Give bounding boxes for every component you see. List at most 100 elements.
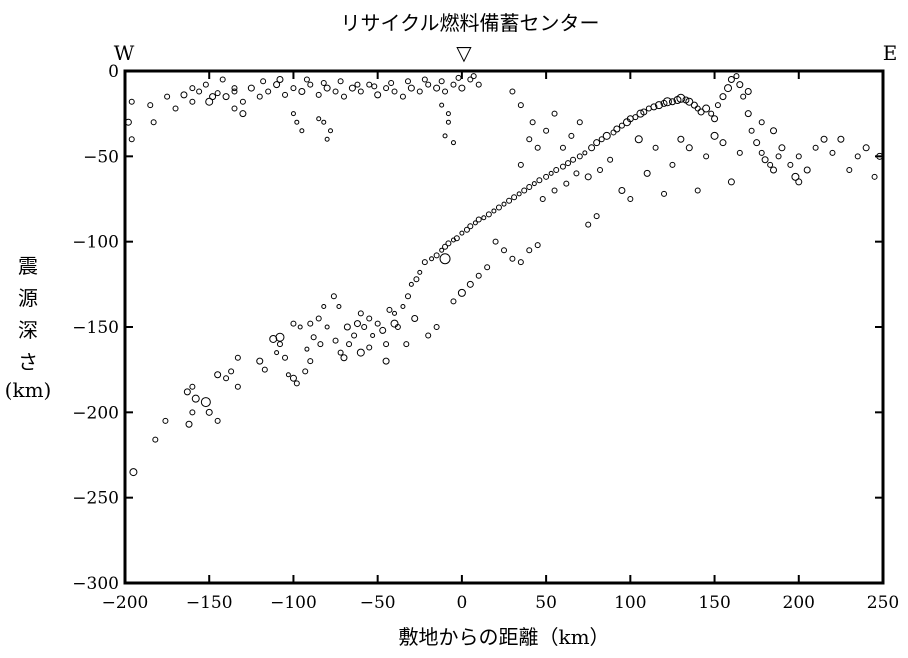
data-point [128, 136, 135, 143]
data-point [501, 247, 507, 254]
data-point [526, 184, 533, 191]
data-point [643, 169, 651, 177]
x-tick-label: 150 [698, 593, 730, 613]
data-point [744, 110, 752, 118]
data-point [366, 81, 373, 88]
data-point [439, 247, 445, 253]
data-point [425, 332, 432, 339]
data-point [618, 122, 625, 129]
data-point [407, 84, 415, 92]
data-point [803, 166, 811, 174]
data-point [324, 136, 330, 142]
data-point [307, 320, 314, 327]
y-axis-label-char: 源 [18, 286, 38, 310]
data-point [736, 149, 743, 156]
data-point [320, 79, 327, 86]
y-tick-label: −150 [72, 318, 119, 338]
data-point [282, 354, 289, 361]
data-point [289, 374, 297, 382]
data-point [733, 73, 740, 80]
data-point [708, 110, 715, 117]
data-point [299, 128, 305, 134]
data-point [719, 139, 727, 147]
data-point [234, 354, 241, 361]
data-point [543, 173, 550, 180]
data-point [185, 420, 193, 428]
data-point [324, 324, 330, 330]
data-point [231, 85, 238, 92]
data-point [196, 88, 203, 95]
data-point [526, 136, 533, 143]
data-point [516, 191, 522, 197]
data-point [690, 101, 698, 109]
data-point [421, 76, 428, 83]
data-point [632, 114, 639, 121]
data-point [391, 88, 398, 95]
data-point [205, 408, 213, 416]
data-point [379, 326, 387, 334]
data-point [485, 211, 492, 218]
data-point [767, 161, 774, 168]
data-point [584, 173, 592, 181]
data-point [445, 119, 451, 125]
data-point [453, 235, 460, 242]
x-tick-label: −150 [186, 593, 233, 613]
data-point [795, 153, 802, 160]
data-point [228, 368, 235, 375]
data-point [180, 91, 188, 99]
data-point [328, 128, 334, 134]
data-point [366, 344, 373, 351]
data-point [330, 293, 337, 300]
east-label: E [883, 41, 898, 65]
data-point [219, 76, 226, 83]
data-point [466, 280, 474, 288]
data-point [450, 298, 457, 305]
data-point [247, 84, 255, 92]
x-tick-label: −50 [360, 593, 396, 613]
data-point [316, 116, 322, 122]
data-point [702, 104, 711, 113]
data-point [321, 119, 327, 125]
data-point [652, 144, 659, 151]
data-point [748, 127, 755, 134]
data-point [685, 97, 694, 106]
data-point [399, 93, 406, 100]
data-point [837, 135, 845, 143]
data-point [472, 220, 478, 226]
data-point [162, 417, 169, 424]
data-point [711, 115, 719, 123]
data-point [588, 144, 596, 152]
data-point [340, 93, 347, 100]
data-point [668, 98, 676, 106]
data-point [511, 194, 518, 201]
y-tick-label: 0 [108, 62, 119, 82]
data-point [239, 98, 246, 105]
data-point [411, 314, 419, 322]
y-tick-label: −200 [72, 403, 119, 423]
data-point [366, 315, 373, 322]
data-point [685, 144, 693, 152]
data-point [758, 149, 765, 156]
data-point [727, 178, 735, 186]
data-point [714, 102, 721, 109]
data-point [417, 269, 423, 275]
data-point [492, 238, 499, 245]
data-point [727, 76, 735, 84]
data-point [307, 81, 314, 88]
data-point [317, 341, 324, 348]
data-point [357, 88, 364, 95]
data-point [724, 84, 733, 93]
data-point [585, 221, 592, 228]
data-point [636, 109, 645, 118]
data-point [602, 131, 611, 140]
data-point [276, 76, 284, 84]
data-point [442, 133, 448, 139]
data-point [374, 320, 381, 327]
data-point [812, 144, 819, 151]
data-point [276, 341, 283, 348]
data-point [470, 73, 477, 80]
data-point [787, 161, 794, 168]
data-point [543, 127, 550, 134]
data-point [565, 160, 572, 167]
